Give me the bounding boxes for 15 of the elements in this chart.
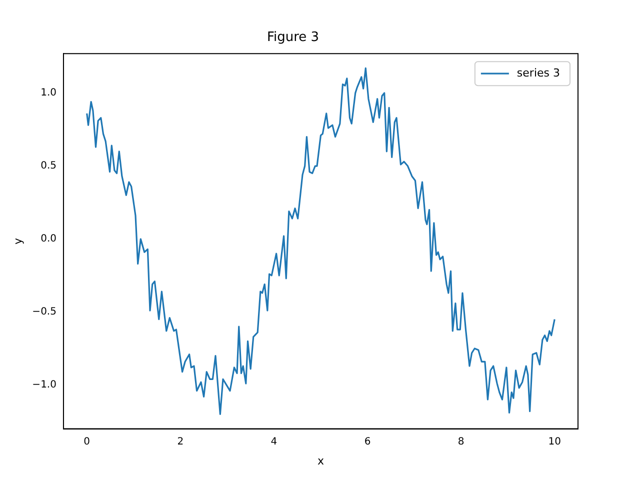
- y-tick-label: 0.0: [40, 234, 56, 245]
- y-tick-label: −1.0: [32, 380, 56, 391]
- legend-label: series 3: [516, 66, 560, 80]
- x-tick-label: 6: [364, 436, 371, 448]
- y-tick-label: −0.5: [32, 306, 56, 318]
- y-axis-title: y: [11, 237, 24, 244]
- x-axis-title: x: [317, 454, 324, 468]
- y-tick-label: 0.5: [40, 160, 56, 172]
- y-tick-label: 1.0: [40, 88, 56, 99]
- x-tick-label: 0: [84, 436, 90, 448]
- x-tick-label: 10: [548, 436, 561, 448]
- x-tick-label: 2: [177, 436, 184, 448]
- chart-title: Figure 3: [266, 30, 320, 46]
- x-tick-label: 4: [270, 436, 278, 448]
- x-tick-label: 8: [458, 436, 464, 448]
